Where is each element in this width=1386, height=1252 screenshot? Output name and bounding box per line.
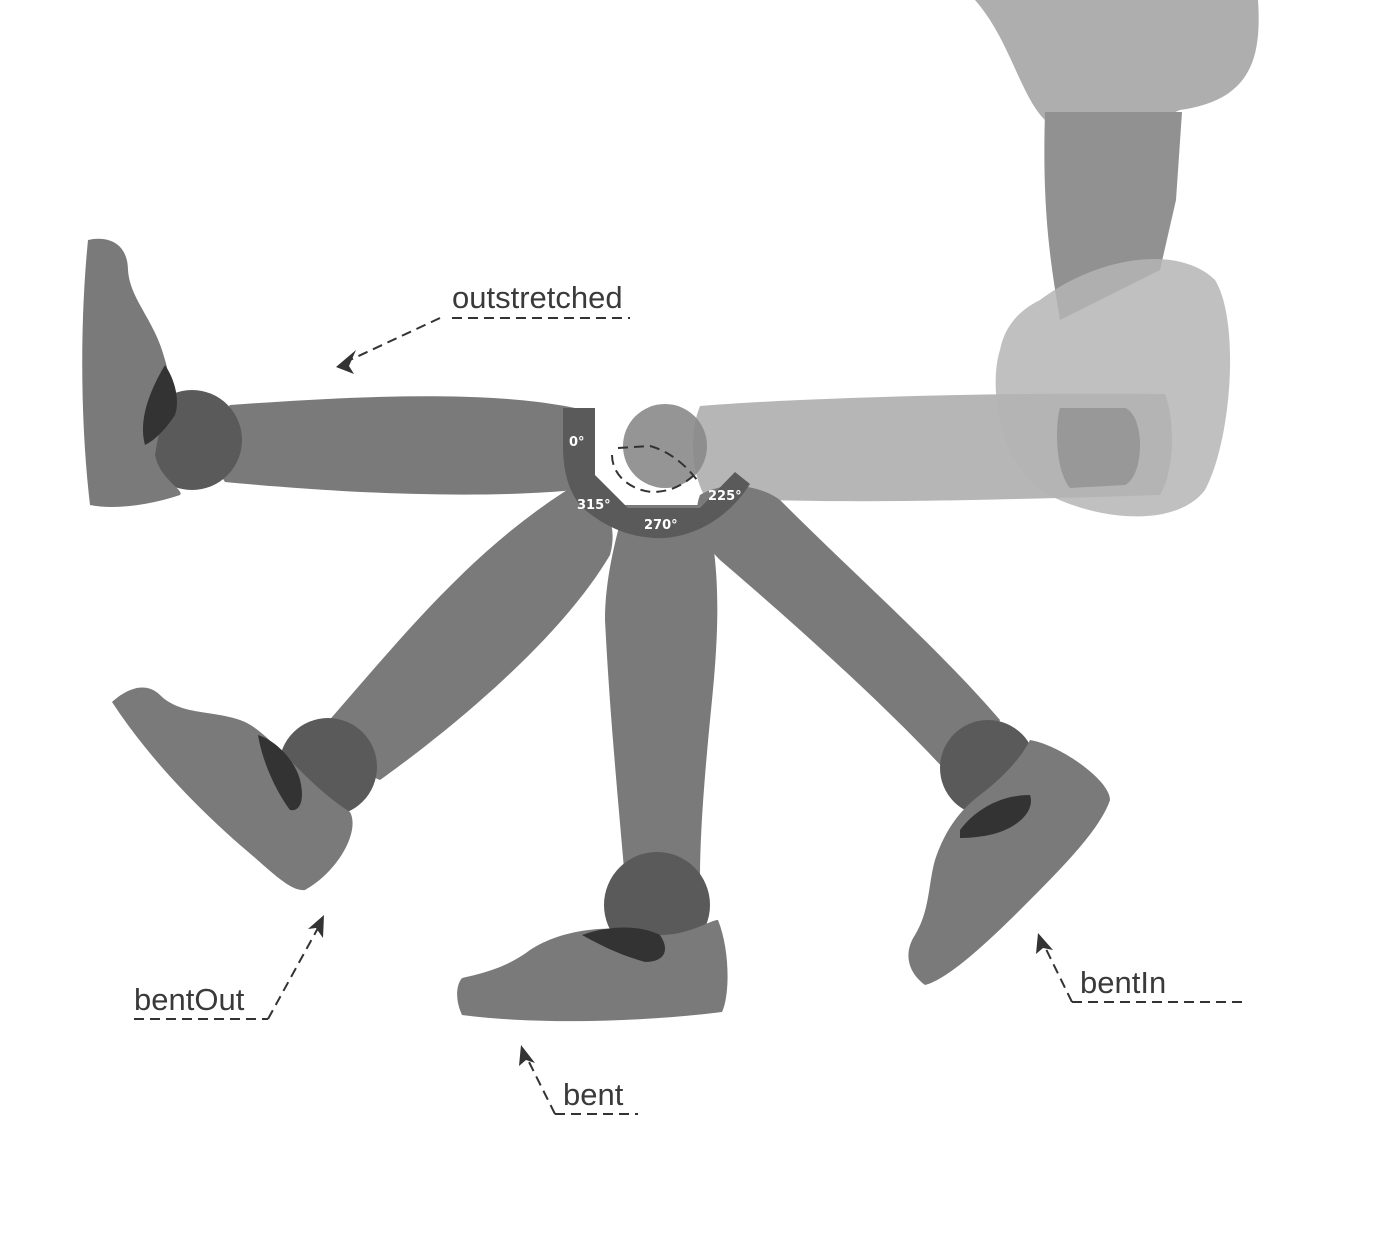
ghost-pants [975, 0, 1259, 129]
angle-gauge: 0° 315° 270° 225° [563, 408, 750, 539]
label-outstretched: outstretched [452, 280, 623, 315]
callout-bent-in: bentIn [1036, 933, 1248, 1003]
shadow-bent [582, 927, 665, 962]
shin-outstretched [214, 396, 594, 495]
shin-bent-out [325, 485, 613, 780]
ghost-hand [995, 258, 1231, 517]
callout-outstretched: outstretched [336, 280, 630, 374]
leg-bent [457, 505, 728, 1022]
leg-bent-in [696, 485, 1110, 985]
arrowhead-bent-in [1036, 933, 1053, 954]
gauge-dashed-arc [611, 444, 698, 494]
foot-outstretched [82, 238, 181, 507]
shin-bent [605, 505, 718, 880]
leader-bent [526, 1057, 556, 1115]
shin-bent-in [696, 485, 1000, 770]
foot-bent-in [908, 740, 1110, 985]
arrowhead-outstretched [336, 350, 356, 374]
angle-label-270: 270° [644, 518, 678, 533]
gauge-arc [563, 408, 750, 539]
shadow-bent-out [258, 735, 302, 811]
leader-bent-out [267, 927, 319, 1020]
arrowhead-bent-out [308, 915, 324, 938]
shadow-outstretched [142, 365, 177, 445]
ghost-thumb [1057, 408, 1140, 488]
label-bent: bent [563, 1077, 624, 1112]
angle-label-315: 315° [577, 498, 611, 513]
foot-bent-out [112, 687, 353, 891]
angle-label-225: 225° [708, 489, 742, 504]
callout-bent-out: bentOut [134, 915, 324, 1020]
leg-outstretched [82, 238, 594, 507]
leader-bent-in [1043, 944, 1073, 1003]
angle-label-0: 0° [569, 435, 585, 450]
callout-bent: bent [519, 1045, 638, 1115]
label-bent-in: bentIn [1080, 965, 1166, 1000]
leg-bent-out [112, 485, 613, 891]
shadow-bent-in [960, 795, 1031, 838]
ghost-body [693, 0, 1259, 517]
label-bent-out: bentOut [134, 982, 245, 1017]
arrowhead-bent [519, 1045, 535, 1066]
leader-outstretched [349, 317, 441, 361]
